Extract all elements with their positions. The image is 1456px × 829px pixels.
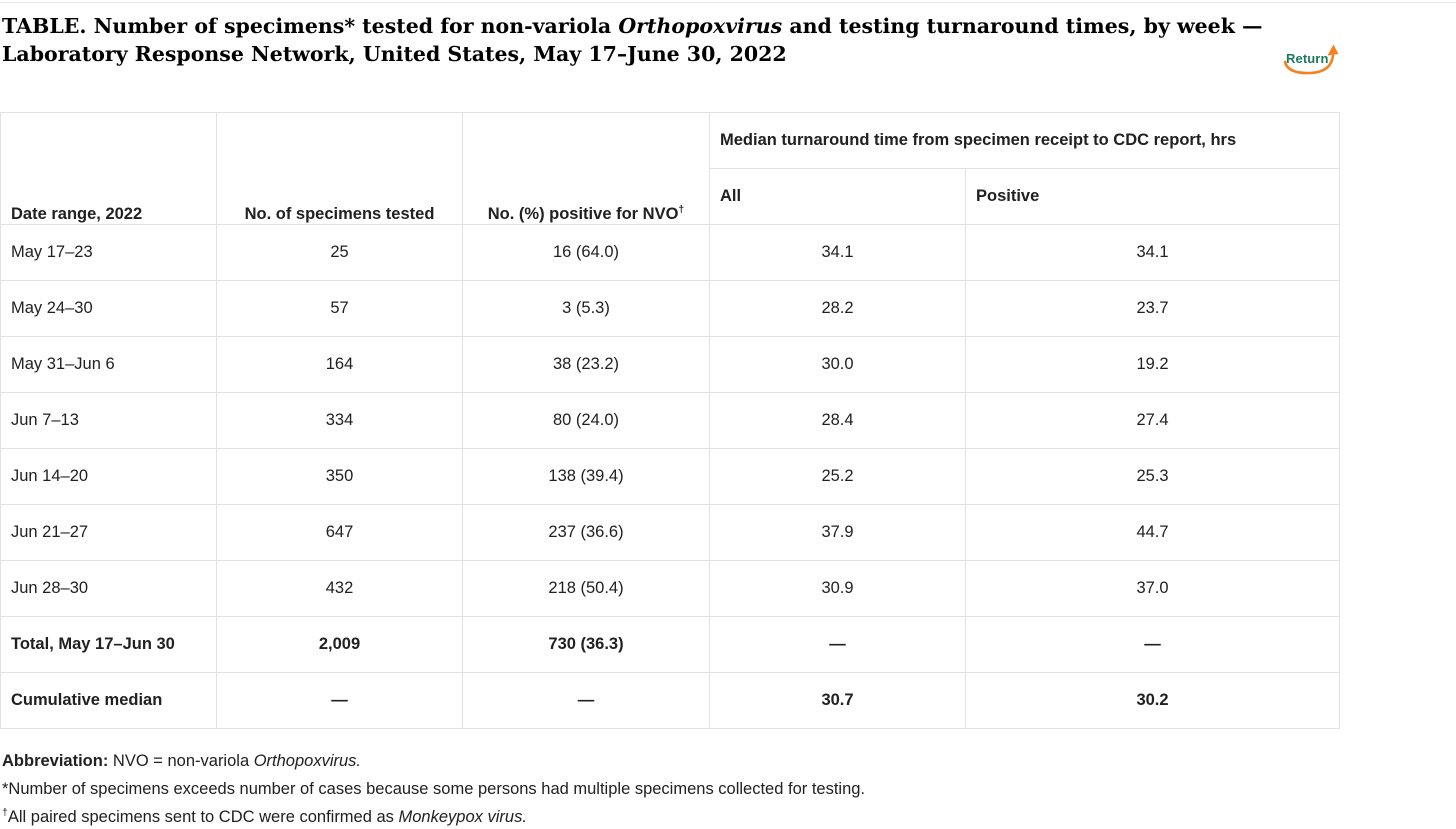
title-text-italic: Orthopoxvirus — [618, 14, 783, 38]
value-cell: 23.7 — [964, 280, 1341, 337]
date-range-cell: Jun 21–27 — [0, 504, 217, 561]
table-row: Jun 28–30 432 218 (50.4) 30.9 37.0 — [0, 560, 1341, 617]
value-cell: — — [462, 672, 710, 729]
value-cell: 25 — [216, 224, 463, 281]
table-row: Jun 14–20 350 138 (39.4) 25.2 25.3 — [0, 448, 1341, 505]
value-cell: 3 (5.3) — [462, 280, 710, 337]
value-cell: — — [709, 616, 966, 673]
value-cell: 28.4 — [709, 392, 966, 449]
value-cell: 30.7 — [709, 672, 966, 729]
footnotes: Abbreviation: NVO = non-variola Orthopox… — [2, 747, 1442, 829]
value-cell: 218 (50.4) — [462, 560, 710, 617]
table-row: May 31–Jun 6 164 38 (23.2) 30.0 19.2 — [0, 336, 1341, 393]
date-range-cell: Cumulative median — [0, 672, 217, 729]
footnote-dagger: †All paired specimens sent to CDC were c… — [2, 803, 1442, 829]
value-cell: 19.2 — [964, 336, 1341, 393]
col-header-date-range: Date range, 2022 — [0, 112, 217, 225]
value-cell: — — [216, 672, 463, 729]
return-link[interactable]: Return — [1282, 42, 1340, 78]
dagger-superscript: † — [2, 806, 8, 819]
value-cell: 34.1 — [709, 224, 966, 281]
abbreviation-italic: Orthopoxvirus. — [253, 752, 361, 770]
table-row-cumulative-median: Cumulative median — — 30.7 30.2 — [0, 672, 1341, 729]
value-cell: 138 (39.4) — [462, 448, 710, 505]
value-cell: 28.2 — [709, 280, 966, 337]
dagger-superscript: † — [678, 203, 685, 216]
abbreviation-text: NVO = non-variola — [108, 752, 254, 770]
title-text-2: and testing turnaround times, by week — … — [2, 14, 1263, 66]
col-header-all: All — [709, 168, 966, 225]
col-header-specimens-tested: No. of specimens tested — [216, 112, 463, 225]
footnote-abbreviation: Abbreviation: NVO = non-variola Orthopox… — [2, 747, 1442, 775]
value-cell: 38 (23.2) — [462, 336, 710, 393]
footnote-asterisk: *Number of specimens exceeds number of c… — [2, 780, 866, 798]
header-row-group: Date range, 2022 No. of specimens tested… — [0, 112, 1341, 225]
col-header-median-turnaround-group: Median turnaround time from specimen rec… — [708, 112, 1341, 169]
date-range-cell: May 31–Jun 6 — [0, 336, 217, 393]
value-cell: 2,009 — [216, 616, 463, 673]
value-cell: 80 (24.0) — [462, 392, 710, 449]
col-header-positive-nvo: No. (%) positive for NVO† — [462, 112, 710, 225]
specimens-table: Date range, 2022 No. of specimens tested… — [0, 112, 1341, 729]
value-cell: 334 — [216, 392, 463, 449]
date-range-cell: Jun 14–20 — [0, 448, 217, 505]
table-row: May 24–30 57 3 (5.3) 28.2 23.7 — [0, 280, 1341, 337]
date-range-cell: Total, May 17–Jun 30 — [0, 616, 217, 673]
value-cell: 37.0 — [964, 560, 1341, 617]
date-range-cell: Jun 28–30 — [0, 560, 217, 617]
value-cell: 30.2 — [964, 672, 1341, 729]
top-divider — [0, 2, 1456, 3]
table-row: Jun 21–27 647 237 (36.6) 37.9 44.7 — [0, 504, 1341, 561]
value-cell: 34.1 — [964, 224, 1341, 281]
value-cell: 44.7 — [964, 504, 1341, 561]
value-cell: 57 — [216, 280, 463, 337]
value-cell: 30.9 — [709, 560, 966, 617]
value-cell: 164 — [216, 336, 463, 393]
title-text-1: TABLE. Number of specimens* tested for n… — [2, 14, 619, 38]
table-title: TABLE. Number of specimens* tested for n… — [2, 12, 1322, 68]
date-range-cell: May 24–30 — [0, 280, 217, 337]
value-cell: 37.9 — [709, 504, 966, 561]
footnote-dagger-italic: Monkeypox virus. — [398, 808, 527, 826]
footnote-dagger-text: All paired specimens sent to CDC were co… — [7, 808, 399, 826]
table-row: May 17–23 25 16 (64.0) 34.1 34.1 — [0, 224, 1341, 281]
header-row-sub: All Positive — [1, 168, 1341, 225]
abbreviation-label: Abbreviation: — [2, 752, 109, 770]
value-cell: 432 — [216, 560, 463, 617]
value-cell: 27.4 — [964, 392, 1341, 449]
value-cell: 350 — [216, 448, 463, 505]
table-row-total: Total, May 17–Jun 30 2,009 730 (36.3) — … — [0, 616, 1341, 673]
col-header-positive-nvo-text: No. (%) positive for NVO — [487, 205, 679, 223]
value-cell: 30.0 — [709, 336, 966, 393]
value-cell: 237 (36.6) — [462, 504, 710, 561]
value-cell: — — [964, 616, 1341, 673]
date-range-cell: May 17–23 — [0, 224, 217, 281]
value-cell: 16 (64.0) — [462, 224, 710, 281]
value-cell: 25.3 — [964, 448, 1341, 505]
value-cell: 647 — [216, 504, 463, 561]
value-cell: 25.2 — [709, 448, 966, 505]
return-label: Return — [1286, 51, 1329, 66]
value-cell: 730 (36.3) — [462, 616, 710, 673]
return-arrow-icon — [1283, 44, 1339, 75]
col-header-positive-median: Positive — [964, 168, 1341, 225]
date-range-cell: Jun 7–13 — [0, 392, 217, 449]
table-row: Jun 7–13 334 80 (24.0) 28.4 27.4 — [0, 392, 1341, 449]
